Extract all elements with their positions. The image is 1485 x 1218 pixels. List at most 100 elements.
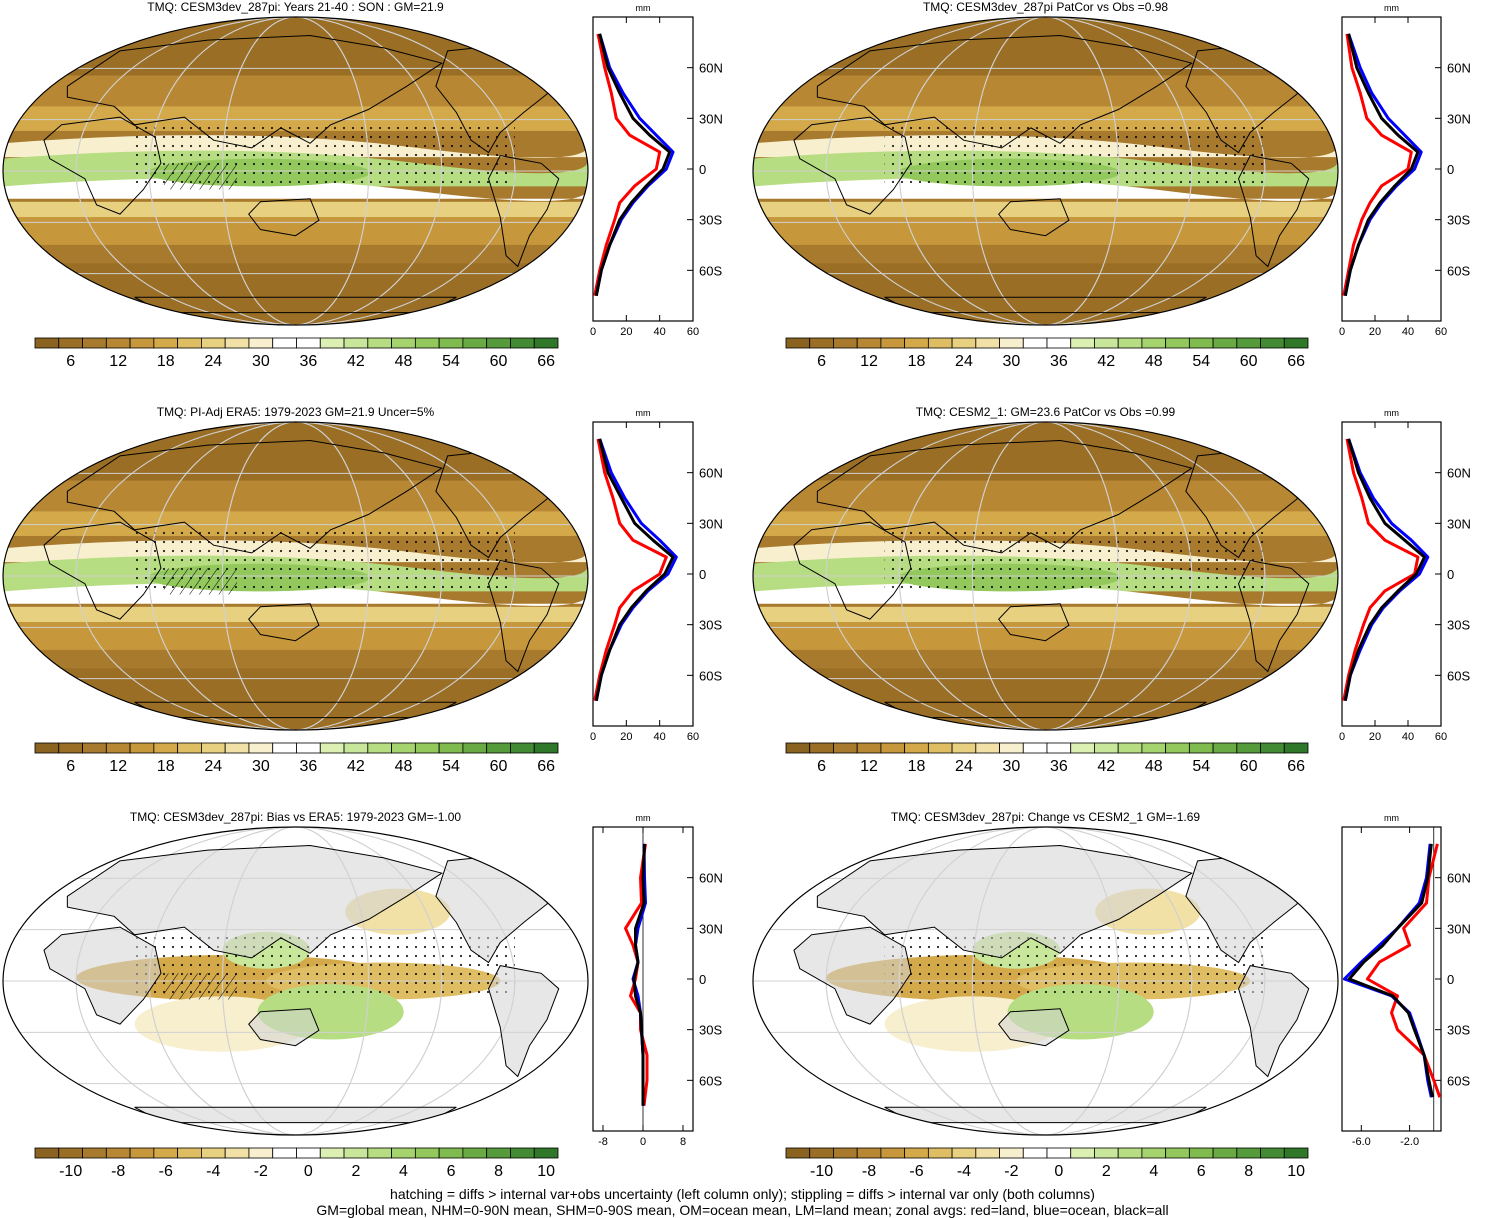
panel-title: TMQ: CESM3dev_287pi: Change vs CESM2_1 G… <box>891 810 1200 824</box>
field-band <box>3 422 588 481</box>
colorbar-swatch <box>1260 742 1285 754</box>
colorbar-swatch <box>224 337 250 349</box>
field-band <box>3 201 588 218</box>
colorbar-tick-label: -6 <box>909 1163 923 1180</box>
colorbar-swatch <box>1046 337 1072 349</box>
zonal-lat-tick-label: 30N <box>1447 111 1471 126</box>
colorbar-tick-label: 24 <box>955 758 973 775</box>
colorbar-tick-label: 36 <box>299 758 317 775</box>
field-band <box>3 622 588 650</box>
panel-title: TMQ: CESM3dev_287pi: Years 21-40 : SON :… <box>147 0 444 14</box>
zonal-lat-tick-label: 60N <box>699 61 723 76</box>
colorbar-tick-label: 4 <box>1149 1163 1158 1180</box>
map-2 <box>752 16 1339 326</box>
panel-title: TMQ: CESM3dev_287pi PatCor vs Obs =0.98 <box>923 0 1168 14</box>
zonal-x-tick-label: 8 <box>680 1136 686 1148</box>
colorbar-tick-label: -6 <box>159 1163 173 1180</box>
colorbar-tick-label: 10 <box>537 1163 555 1180</box>
continent-americasS <box>488 560 560 673</box>
continent-eurasia <box>66 34 443 149</box>
colorbar-swatch <box>999 1147 1024 1159</box>
colorbar-tick-label: 10 <box>1287 1163 1305 1180</box>
zonal-x-tick-label: 60 <box>687 731 699 743</box>
colorbar-swatch <box>105 742 131 754</box>
zonal-x-tick-label: 40 <box>1402 326 1414 338</box>
zonal-x-tick-label: -8 <box>598 1136 608 1148</box>
continent-eurasia <box>816 844 1193 959</box>
footer-legend-note: GM=global mean, NHM=0-90N mean, SHM=0-90… <box>316 1202 1169 1218</box>
colorbar-tick-label: 8 <box>494 1163 503 1180</box>
zonal-lat-tick-label: 60S <box>699 1073 722 1088</box>
colorbar-tick-label: 24 <box>204 353 222 370</box>
zonal-x-tick-label: 20 <box>620 731 632 743</box>
colorbar-swatch <box>1236 742 1261 754</box>
colorbar-tick-label: 6 <box>66 353 75 370</box>
zonal-x-tick-label: 40 <box>1402 731 1414 743</box>
colorbar-swatch <box>177 337 202 349</box>
colorbar-3: 6 12 18 24 30 36 42 48 54 60 66 <box>34 742 559 775</box>
zonal-x-tick-label: 0 <box>1339 326 1345 338</box>
colorbar-swatch <box>319 337 345 349</box>
zonal-x-tick-label: 60 <box>1435 731 1447 743</box>
continent-africa <box>43 116 162 215</box>
colorbar-tick-label: 42 <box>347 758 365 775</box>
colorbar-swatch <box>391 337 416 349</box>
zonal-x-tick-label: 60 <box>1435 326 1447 338</box>
zonal-lat-tick-label: 60N <box>699 871 723 886</box>
colorbar-tick-label: 12 <box>109 758 127 775</box>
colorbar-swatch <box>105 337 131 349</box>
colorbar-swatch <box>1212 337 1238 349</box>
colorbar-swatch <box>533 337 559 349</box>
zonal-series-ocean <box>594 438 678 701</box>
colorbar-swatch <box>1283 1147 1309 1159</box>
colorbar-swatch <box>129 337 155 349</box>
colorbar-swatch <box>153 1147 179 1159</box>
map-3 <box>2 421 589 731</box>
continent-australia <box>248 603 320 642</box>
colorbar-swatch <box>951 1147 977 1159</box>
colorbar-swatch <box>58 337 83 349</box>
continent-americasS <box>488 155 560 268</box>
zonal-series-land <box>1342 33 1413 296</box>
colorbar-swatch <box>343 742 369 754</box>
zonal-x-tick-label: 40 <box>654 731 666 743</box>
colorbar-swatch <box>833 337 858 349</box>
colorbar-swatch <box>809 1147 834 1159</box>
colorbar-swatch <box>1117 742 1143 754</box>
colorbar-tick-label: 24 <box>204 758 222 775</box>
colorbar-tick-label: 12 <box>109 353 127 370</box>
colorbar-swatch <box>927 337 953 349</box>
colorbar-tick-label: -2 <box>1004 1163 1018 1180</box>
colorbar-tick-label: 6 <box>66 758 75 775</box>
continent-africa <box>793 116 912 215</box>
colorbar-swatch <box>82 1147 107 1159</box>
zonal-mean-plot-6: 60N 30N 0 30S 60S -6.0 -2.0 mm <box>1341 813 1471 1148</box>
colorbar-swatch <box>833 742 858 754</box>
colorbar-tick-label: 54 <box>442 758 460 775</box>
field-band <box>753 606 1338 623</box>
colorbar-swatch <box>1165 337 1190 349</box>
zonal-lat-tick-label: 60S <box>1447 668 1470 683</box>
zonal-lat-tick-label: 60S <box>1447 1073 1470 1088</box>
colorbar-tick-label: -8 <box>111 1163 125 1180</box>
colorbar-swatch <box>391 1147 416 1159</box>
colorbar-swatch <box>856 337 882 349</box>
colorbar-swatch <box>1283 337 1309 349</box>
zonal-lat-tick-label: 0 <box>1447 972 1454 987</box>
zonal-unit-label: mm <box>636 408 651 418</box>
zonal-series-ocean <box>1343 438 1430 701</box>
zonal-mean-plot-5: 60N 30N 0 30S 60S -8 0 8 mm <box>592 813 723 1148</box>
field-band <box>753 668 1338 730</box>
colorbar-swatch <box>1165 742 1190 754</box>
zonal-lat-tick-label: 0 <box>699 972 706 987</box>
colorbar-6: -10 -8 -6 -4 -2 0 2 4 6 8 10 <box>785 1147 1309 1180</box>
colorbar-swatch <box>1117 1147 1143 1159</box>
colorbar-5: -10 -8 -6 -4 -2 0 2 4 6 8 10 <box>34 1147 559 1180</box>
map-1 <box>2 16 589 326</box>
colorbar-tick-label: -10 <box>810 1163 833 1180</box>
colorbar-tick-label: 54 <box>1192 758 1210 775</box>
continent-americasS <box>1238 560 1310 673</box>
panel-6: TMQ: CESM3dev_287pi: Change vs CESM2_1 G… <box>752 810 1471 1180</box>
colorbar-tick-label: 48 <box>1145 353 1163 370</box>
colorbar-swatch <box>1022 1147 1048 1159</box>
